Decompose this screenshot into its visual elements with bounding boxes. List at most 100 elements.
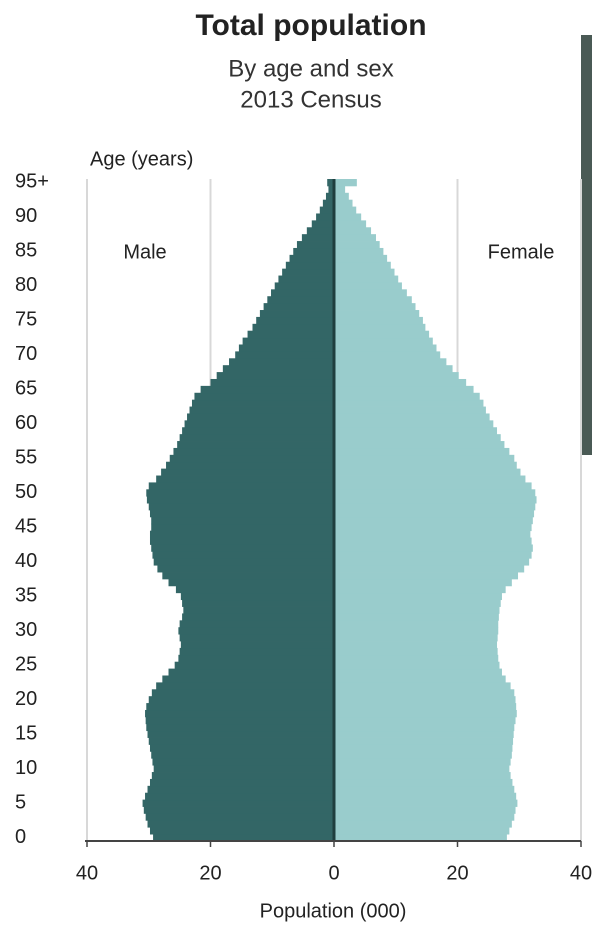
bar <box>334 709 517 718</box>
x-axis-label: Population (000) <box>260 900 407 922</box>
bar <box>334 551 532 559</box>
bar <box>327 179 334 187</box>
bar <box>145 813 334 821</box>
bar <box>334 606 500 614</box>
bar <box>334 468 521 476</box>
bar <box>182 427 334 435</box>
chart-subtitle: By age and sex <box>228 55 393 82</box>
bar <box>168 578 334 587</box>
x-tick-label: 0 <box>328 862 339 884</box>
bar <box>334 475 526 483</box>
bar <box>182 599 334 607</box>
bar <box>334 199 353 207</box>
bar <box>334 282 402 290</box>
bar <box>334 441 505 449</box>
bar <box>334 530 531 538</box>
bar <box>334 620 499 628</box>
bar <box>334 785 515 794</box>
bar <box>334 213 362 221</box>
bar <box>162 572 334 580</box>
bar <box>334 261 391 270</box>
bar <box>334 516 533 525</box>
bar <box>183 606 334 614</box>
bar <box>334 254 388 263</box>
bar <box>334 365 453 373</box>
y-tick-label: 75 <box>15 309 37 331</box>
bar <box>328 185 334 194</box>
bar <box>242 337 334 345</box>
y-tick-label: 45 <box>15 516 37 538</box>
bar <box>148 503 334 511</box>
bar <box>179 634 334 642</box>
y-tick-label: 0 <box>15 826 26 848</box>
legend-label: Female <box>488 241 555 263</box>
bar <box>334 413 490 421</box>
bar <box>256 316 334 325</box>
y-tick-label: 90 <box>15 205 37 227</box>
bar <box>334 372 459 380</box>
bar <box>334 399 484 407</box>
bar <box>334 337 433 345</box>
bar <box>334 454 515 463</box>
bar <box>334 716 516 725</box>
bar <box>252 323 334 332</box>
bar <box>184 420 334 428</box>
x-tick-label: 20 <box>199 862 221 884</box>
chart-subtitle: 2013 Census <box>240 86 381 113</box>
y-tick-label: 60 <box>15 412 37 434</box>
bar <box>151 751 334 759</box>
bar <box>334 827 510 835</box>
photo-fragment <box>581 35 592 455</box>
bar <box>334 578 512 587</box>
bar <box>235 351 334 359</box>
bar <box>149 537 334 545</box>
bar <box>334 806 516 814</box>
bar <box>334 634 498 642</box>
bar <box>153 558 334 566</box>
bar <box>334 227 372 235</box>
bar <box>311 220 334 228</box>
bar <box>147 730 334 738</box>
bar <box>153 765 334 773</box>
y-tick-label: 85 <box>15 240 37 262</box>
x-tick-label: 20 <box>446 862 468 884</box>
bar <box>151 516 334 525</box>
bar <box>316 213 334 221</box>
chart-title: Total population <box>195 9 426 42</box>
bar <box>334 247 384 256</box>
y-tick-label: 10 <box>15 757 37 779</box>
bar <box>156 682 334 690</box>
bar <box>173 447 334 456</box>
bar <box>191 399 334 407</box>
bar <box>174 661 334 670</box>
bar <box>178 627 334 635</box>
bar <box>334 772 511 780</box>
bar <box>278 275 334 283</box>
bar <box>149 744 334 752</box>
y-tick-label: 80 <box>15 274 37 296</box>
bar <box>334 627 499 635</box>
bar <box>148 482 334 490</box>
bar <box>306 227 334 235</box>
bar <box>334 744 513 752</box>
bar <box>200 385 334 394</box>
legend-label: Male <box>123 241 166 263</box>
bar <box>334 613 499 621</box>
y-tick-label: 55 <box>15 447 37 469</box>
bar <box>146 496 334 504</box>
bar <box>149 530 334 538</box>
bar <box>142 799 334 807</box>
bar <box>194 392 334 401</box>
bar <box>161 468 334 476</box>
bar <box>334 689 515 697</box>
bar <box>334 482 532 490</box>
bar <box>153 834 334 842</box>
bar <box>334 489 536 497</box>
bar <box>151 689 334 697</box>
bar <box>334 765 510 773</box>
bar <box>222 365 334 373</box>
bar <box>334 434 501 442</box>
bar <box>334 192 349 201</box>
bar <box>319 206 334 214</box>
